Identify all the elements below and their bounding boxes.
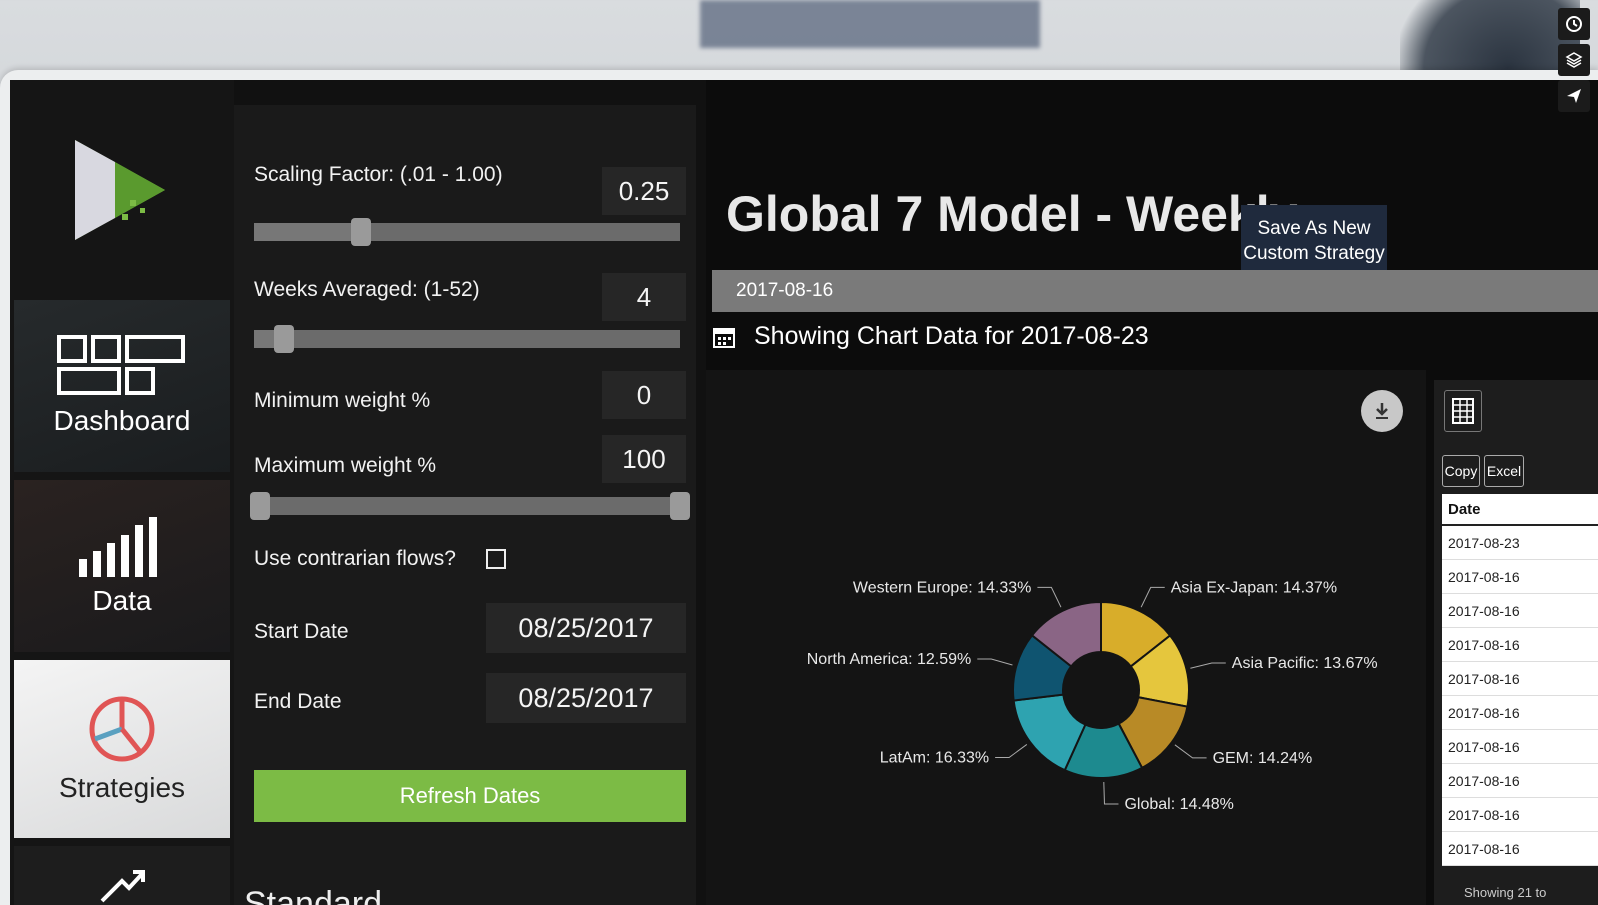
nav-label-data: Data: [92, 585, 152, 616]
allocation-donut-chart: Asia Ex-Japan: 14.37% Asia Pacific: 13.67…: [807, 579, 1378, 813]
donut-data-label: GEM: 14.24%: [1213, 750, 1313, 767]
contrarian-flows-checkbox[interactable]: [486, 549, 506, 569]
donut-slice-western-europe[interactable]: [1030, 600, 1102, 668]
save-button-line-2: Custom Strategy: [1243, 243, 1385, 264]
save-button-line-1: Save As New: [1257, 218, 1371, 240]
send-icon[interactable]: [1558, 80, 1590, 112]
minimum-weight-label: Minimum weight %: [254, 389, 431, 412]
data-table-panel: Copy Excel Date 2017-08-23 2017-08-16 2017…: [1434, 380, 1598, 905]
table-row[interactable]: 2017-08-23: [1442, 526, 1598, 560]
page-title: Global 7 Model - Weekly: [726, 186, 1298, 242]
scaling-factor-label: Scaling Factor: (.01 - 1.00): [254, 163, 503, 186]
donut-leader-line: [1103, 781, 1119, 805]
donut-leader-line: [1190, 662, 1226, 669]
table-row[interactable]: 2017-08-16: [1442, 798, 1598, 832]
table-row[interactable]: 2017-08-16: [1442, 662, 1598, 696]
weeks-averaged-slider[interactable]: [254, 325, 680, 353]
copy-button[interactable]: Copy: [1442, 455, 1480, 487]
weeks-averaged-label: Weeks Averaged: (1-52): [254, 278, 480, 301]
floating-toolbar: [1558, 8, 1590, 112]
donut-leader-line: [1140, 586, 1165, 608]
table-row[interactable]: 2017-08-16: [1442, 832, 1598, 866]
table-row[interactable]: 2017-08-16: [1442, 696, 1598, 730]
donut-data-label: North America: 12.59%: [807, 651, 972, 668]
scaling-factor-thumb[interactable]: [351, 218, 371, 246]
maximum-weight-input[interactable]: 100: [602, 435, 686, 483]
table-row[interactable]: 2017-08-16: [1442, 730, 1598, 764]
weeks-averaged-input[interactable]: 4: [602, 273, 686, 321]
maximum-weight-label: Maximum weight %: [254, 454, 437, 477]
table-row[interactable]: 2017-08-16: [1442, 764, 1598, 798]
donut-data-label: Asia Pacific: 13.67%: [1232, 655, 1378, 672]
donut-leader-line: [995, 744, 1028, 758]
donut-leader-line: [977, 658, 1013, 666]
table-view-icon[interactable]: [1444, 390, 1482, 432]
nav-label-strategies: Strategies: [58, 772, 186, 803]
save-as-new-strategy-button[interactable]: Save As New Custom Strategy: [1241, 205, 1387, 279]
chart-heading: Showing Chart Data for 2017-08-23: [712, 322, 1149, 351]
nav-label-dashboard: Dashboard: [53, 405, 191, 436]
start-date-label: Start Date: [254, 620, 349, 643]
table-row[interactable]: 2017-08-16: [1442, 560, 1598, 594]
bar-chart-icon: [79, 517, 157, 577]
contrarian-flows-label: Use contrarian flows?: [254, 547, 456, 570]
end-date-input[interactable]: 08/25/2017: [486, 673, 686, 723]
strategy-wheel-icon: [89, 696, 155, 762]
layers-icon[interactable]: [1558, 44, 1590, 76]
donut-data-label: LatAm: 16.33%: [880, 749, 989, 766]
weight-range-slider[interactable]: [250, 492, 690, 520]
standard-section-heading: Standard: [244, 885, 382, 905]
selected-date: 2017-08-16: [736, 280, 834, 301]
controls-panel: Scaling Factor: (.01 - 1.00) 0.25 Weeks …: [234, 105, 696, 905]
date-selector-bar[interactable]: 2017-08-16: [712, 270, 1598, 312]
refresh-dates-button[interactable]: Refresh Dates: [254, 770, 686, 822]
nav-item-data[interactable]: Data: [14, 480, 230, 652]
download-icon: [1376, 403, 1388, 419]
nav-item-dashboard[interactable]: Dashboard: [14, 300, 230, 472]
weight-min-thumb[interactable]: [250, 492, 270, 520]
table-row[interactable]: 2017-08-16: [1442, 594, 1598, 628]
background-window: [700, 0, 1040, 48]
sidebar: Dashboard Data Strategies: [10, 80, 234, 905]
donut-data-label: Global: 14.48%: [1124, 796, 1233, 813]
donut-data-label: Western Europe: 14.33%: [853, 579, 1031, 596]
table-footer-info: Showing 21 to: [1464, 885, 1547, 900]
nav-item-more[interactable]: [14, 846, 230, 905]
calendar-icon: [713, 327, 735, 348]
minimum-weight-input[interactable]: 0: [602, 371, 686, 419]
download-chart-button[interactable]: [1361, 390, 1403, 432]
scaling-factor-fill: [254, 223, 361, 241]
main-content: Global 7 Model - Weekly Save As New Cust…: [706, 80, 1598, 905]
start-date-input[interactable]: 08/25/2017: [486, 603, 686, 653]
chart-area: Asia Ex-Japan: 14.37% Asia Pacific: 13.67…: [706, 370, 1426, 905]
donut-leader-line: [1174, 744, 1207, 759]
donut-leader-line: [1037, 586, 1062, 608]
scaling-factor-input[interactable]: 0.25: [602, 167, 686, 215]
nav-item-strategies[interactable]: Strategies: [14, 660, 230, 838]
excel-button[interactable]: Excel: [1484, 455, 1524, 487]
brand-logo-icon: [70, 130, 180, 250]
scaling-factor-slider[interactable]: [254, 218, 680, 246]
weight-max-thumb[interactable]: [670, 492, 690, 520]
app-screen: Dashboard Data Strategies: [10, 80, 1598, 905]
table-header-date[interactable]: Date: [1442, 494, 1598, 526]
dates-table: Date 2017-08-23 2017-08-16 2017-08-16 2017-…: [1442, 494, 1598, 866]
weeks-averaged-thumb[interactable]: [274, 325, 294, 353]
chart-heading-text: Showing Chart Data for 2017-08-23: [754, 322, 1149, 350]
trend-arrow-icon: [100, 870, 145, 903]
end-date-label: End Date: [254, 690, 342, 713]
clock-icon[interactable]: [1558, 8, 1590, 40]
dashboard-icon: [57, 335, 185, 395]
table-row[interactable]: 2017-08-16: [1442, 628, 1598, 662]
donut-data-label: Asia Ex-Japan: 14.37%: [1171, 579, 1337, 596]
